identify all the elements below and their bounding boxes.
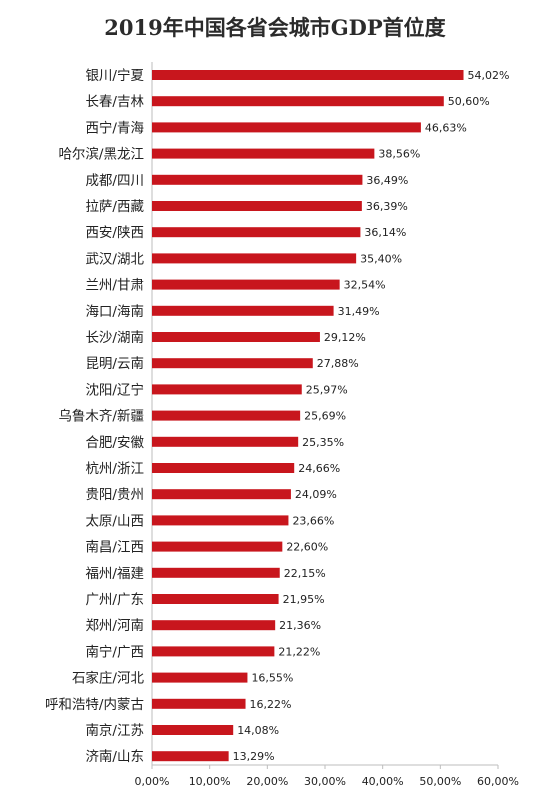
bar	[152, 148, 375, 159]
bar	[152, 384, 302, 395]
category-label: 贵阳/贵州	[85, 487, 144, 503]
bar	[152, 305, 334, 316]
bar	[152, 646, 275, 657]
value-label: 24,66%	[298, 462, 340, 475]
value-label: 21,22%	[278, 645, 320, 658]
bar	[152, 201, 362, 211]
category-label: 海口/海南	[85, 304, 144, 320]
category-label: 南京/江苏	[85, 723, 144, 739]
category-label: 银川/宁夏	[85, 67, 144, 84]
bar	[152, 122, 421, 133]
bar	[152, 541, 283, 552]
bar	[152, 463, 295, 473]
bar	[152, 332, 320, 342]
bar	[152, 620, 276, 631]
x-tick-label: 10,00%	[189, 775, 231, 788]
value-label: 22,15%	[284, 567, 326, 580]
value-label: 24,09%	[295, 488, 337, 501]
bar	[152, 410, 301, 421]
category-label: 兰州/甘肃	[85, 278, 144, 294]
category-label: 昆明/云南	[85, 356, 144, 372]
bar	[152, 174, 363, 185]
x-tick-label: 50,00%	[419, 775, 461, 788]
value-label: 25,97%	[306, 383, 348, 396]
x-tick-label: 0,00%	[135, 775, 170, 788]
category-label: 哈尔滨/黑龙江	[58, 147, 144, 163]
value-label: 31,49%	[338, 305, 380, 318]
category-label: 合肥/安徽	[85, 435, 144, 451]
category-label: 成都/四川	[85, 173, 144, 189]
bar	[152, 279, 340, 290]
category-label: 西安/陕西	[85, 225, 144, 241]
category-label: 拉萨/西藏	[85, 199, 144, 215]
x-tick-label: 20,00%	[246, 775, 288, 788]
value-label: 27,88%	[317, 357, 359, 370]
value-label: 14,08%	[237, 724, 279, 737]
category-label: 广州/广东	[85, 592, 144, 608]
category-label: 福州/福建	[85, 566, 144, 582]
category-label: 沈阳/辽宁	[85, 381, 144, 398]
value-label: 16,22%	[250, 698, 292, 711]
bar	[152, 515, 289, 526]
x-tick-label: 30,00%	[304, 775, 346, 788]
x-tick-label: 40,00%	[362, 775, 404, 788]
value-label: 36,49%	[366, 174, 408, 187]
value-label: 25,35%	[302, 436, 344, 449]
value-label: 38,56%	[378, 148, 420, 161]
chart-title: 2019年中国各省会城市GDP首位度	[104, 15, 446, 40]
bar	[152, 227, 361, 238]
value-label: 16,55%	[251, 672, 293, 685]
category-label: 呼和浩特/内蒙古	[45, 697, 144, 713]
bar	[152, 253, 357, 264]
value-label: 35,40%	[360, 252, 402, 265]
value-label: 36,14%	[364, 226, 406, 239]
category-label: 长春/吉林	[85, 94, 144, 110]
category-label: 西宁/青海	[85, 119, 144, 136]
category-label: 武汉/湖北	[85, 251, 144, 267]
category-label: 南宁/广西	[85, 643, 144, 660]
x-tick-label: 60,00%	[477, 775, 519, 788]
category-label: 济南/山东	[85, 749, 144, 765]
bar	[152, 489, 291, 500]
category-label: 杭州/浙江	[85, 461, 144, 477]
value-label: 21,95%	[283, 593, 325, 606]
bar	[152, 751, 229, 762]
bar	[152, 436, 299, 447]
bar	[152, 358, 313, 369]
value-label: 25,69%	[304, 410, 346, 423]
bar	[152, 594, 279, 604]
value-label: 21,36%	[279, 619, 321, 632]
category-label: 石家庄/河北	[72, 670, 145, 687]
value-label: 32,54%	[344, 279, 386, 292]
bar	[152, 96, 444, 107]
value-label: 22,60%	[286, 541, 328, 554]
value-label: 46,63%	[425, 121, 467, 134]
value-label: 13,29%	[233, 750, 275, 763]
category-label: 南昌/江西	[85, 540, 144, 556]
category-label: 乌鲁木齐/新疆	[58, 409, 144, 425]
bar	[152, 70, 464, 80]
value-label: 29,12%	[324, 331, 366, 344]
bar	[152, 698, 246, 709]
category-label: 太原/山西	[85, 513, 144, 529]
bar	[152, 725, 234, 735]
category-label: 郑州/河南	[85, 618, 144, 634]
bar	[152, 672, 248, 683]
category-label: 长沙/湖南	[85, 330, 144, 346]
value-label: 36,39%	[366, 200, 408, 213]
value-label: 50,60%	[448, 95, 490, 108]
value-label: 23,66%	[292, 514, 334, 527]
value-label: 54,02%	[468, 69, 510, 82]
bar	[152, 567, 280, 578]
